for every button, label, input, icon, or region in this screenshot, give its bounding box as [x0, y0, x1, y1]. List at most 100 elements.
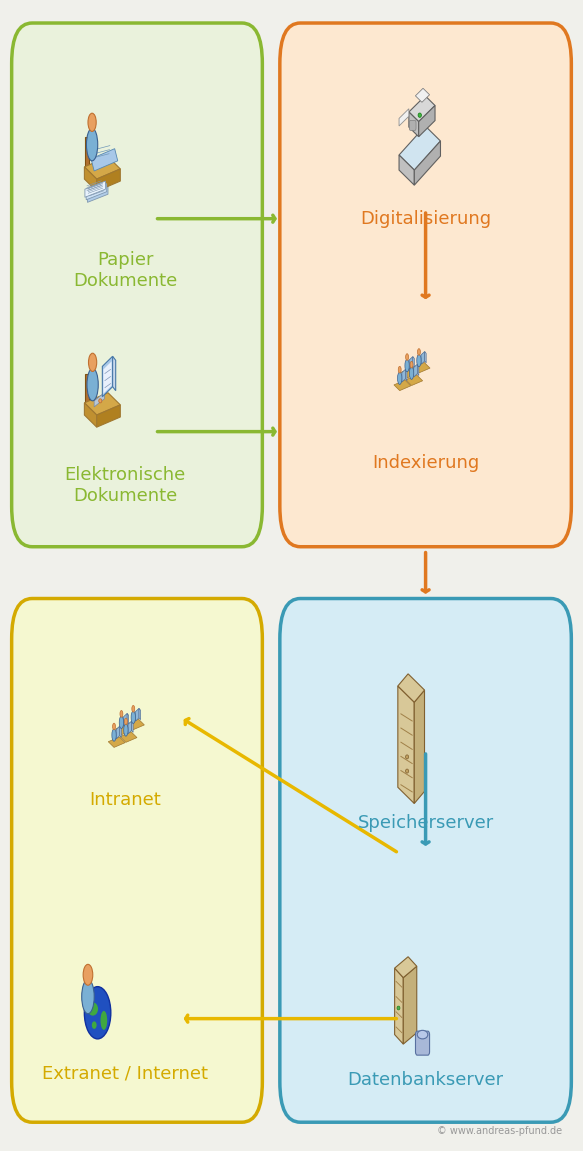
- Polygon shape: [113, 357, 115, 390]
- Ellipse shape: [417, 349, 420, 356]
- FancyBboxPatch shape: [280, 23, 571, 547]
- Ellipse shape: [87, 368, 99, 401]
- Polygon shape: [132, 721, 133, 732]
- Polygon shape: [409, 96, 435, 122]
- Polygon shape: [97, 405, 120, 427]
- Polygon shape: [85, 137, 89, 171]
- FancyBboxPatch shape: [12, 23, 262, 547]
- Ellipse shape: [418, 113, 422, 117]
- Polygon shape: [395, 968, 403, 1044]
- Polygon shape: [409, 357, 413, 369]
- Polygon shape: [108, 737, 125, 747]
- Polygon shape: [120, 732, 137, 742]
- Polygon shape: [128, 721, 132, 734]
- Ellipse shape: [417, 355, 421, 367]
- Polygon shape: [405, 369, 407, 381]
- Polygon shape: [124, 714, 127, 726]
- Ellipse shape: [124, 724, 128, 737]
- Polygon shape: [103, 357, 113, 397]
- Ellipse shape: [406, 755, 409, 759]
- Text: Elektronische
Dokumente: Elektronische Dokumente: [65, 466, 186, 505]
- Ellipse shape: [398, 366, 401, 373]
- Text: Papier
Dokumente: Papier Dokumente: [73, 251, 177, 290]
- Ellipse shape: [409, 367, 414, 380]
- Polygon shape: [128, 719, 145, 730]
- Polygon shape: [413, 363, 430, 373]
- Polygon shape: [94, 392, 104, 407]
- Ellipse shape: [397, 1006, 400, 1009]
- Ellipse shape: [82, 980, 94, 1014]
- Polygon shape: [409, 112, 419, 137]
- FancyBboxPatch shape: [280, 599, 571, 1122]
- Ellipse shape: [86, 129, 98, 161]
- Ellipse shape: [406, 353, 409, 360]
- Text: Digitalisierung: Digitalisierung: [360, 209, 491, 228]
- Polygon shape: [91, 148, 118, 171]
- Polygon shape: [417, 364, 419, 375]
- Ellipse shape: [99, 398, 102, 403]
- Polygon shape: [116, 726, 120, 739]
- Polygon shape: [413, 357, 415, 368]
- Polygon shape: [85, 403, 97, 427]
- Ellipse shape: [89, 353, 97, 372]
- Ellipse shape: [92, 1021, 97, 1029]
- FancyBboxPatch shape: [12, 599, 262, 1122]
- Polygon shape: [115, 724, 132, 734]
- Text: Speicherserver: Speicherserver: [357, 814, 494, 832]
- Polygon shape: [85, 167, 97, 191]
- Polygon shape: [395, 956, 417, 977]
- Polygon shape: [85, 181, 106, 197]
- Polygon shape: [415, 142, 441, 185]
- Polygon shape: [399, 108, 409, 125]
- Polygon shape: [85, 392, 120, 416]
- Ellipse shape: [405, 359, 409, 372]
- Polygon shape: [424, 351, 426, 363]
- Ellipse shape: [398, 372, 402, 384]
- Polygon shape: [127, 714, 129, 725]
- Ellipse shape: [417, 1030, 428, 1039]
- Text: Extranet / Internet: Extranet / Internet: [43, 1065, 208, 1083]
- Polygon shape: [403, 966, 417, 1044]
- Ellipse shape: [83, 965, 93, 985]
- Polygon shape: [415, 691, 424, 803]
- Polygon shape: [120, 726, 121, 738]
- Ellipse shape: [410, 361, 413, 368]
- Text: Datenbankserver: Datenbankserver: [347, 1070, 504, 1089]
- Text: © www.andreas-pfund.de: © www.andreas-pfund.de: [437, 1127, 563, 1136]
- Polygon shape: [406, 375, 423, 386]
- Polygon shape: [398, 673, 424, 702]
- Ellipse shape: [85, 986, 111, 1039]
- Polygon shape: [416, 89, 430, 102]
- FancyBboxPatch shape: [416, 1031, 430, 1055]
- Polygon shape: [85, 374, 89, 407]
- Ellipse shape: [113, 723, 115, 730]
- Text: Indexierung: Indexierung: [372, 453, 479, 472]
- Ellipse shape: [124, 718, 127, 725]
- Polygon shape: [399, 155, 415, 185]
- Polygon shape: [399, 125, 441, 170]
- Ellipse shape: [120, 716, 124, 729]
- Polygon shape: [135, 708, 139, 722]
- Polygon shape: [86, 184, 107, 200]
- Ellipse shape: [100, 1011, 107, 1030]
- Ellipse shape: [406, 769, 409, 773]
- FancyBboxPatch shape: [409, 121, 416, 130]
- Ellipse shape: [132, 706, 135, 712]
- Ellipse shape: [120, 710, 123, 717]
- Polygon shape: [85, 157, 120, 180]
- Ellipse shape: [131, 711, 135, 724]
- Polygon shape: [394, 380, 411, 390]
- Ellipse shape: [87, 1003, 98, 1015]
- Polygon shape: [87, 186, 108, 203]
- Polygon shape: [97, 169, 120, 191]
- Polygon shape: [402, 369, 405, 382]
- Ellipse shape: [112, 729, 116, 741]
- Polygon shape: [421, 351, 424, 365]
- Polygon shape: [419, 106, 435, 137]
- Polygon shape: [139, 708, 141, 719]
- Polygon shape: [401, 367, 418, 378]
- Polygon shape: [414, 364, 417, 378]
- Polygon shape: [398, 686, 415, 803]
- Polygon shape: [103, 361, 111, 394]
- Text: Intranet: Intranet: [89, 791, 161, 809]
